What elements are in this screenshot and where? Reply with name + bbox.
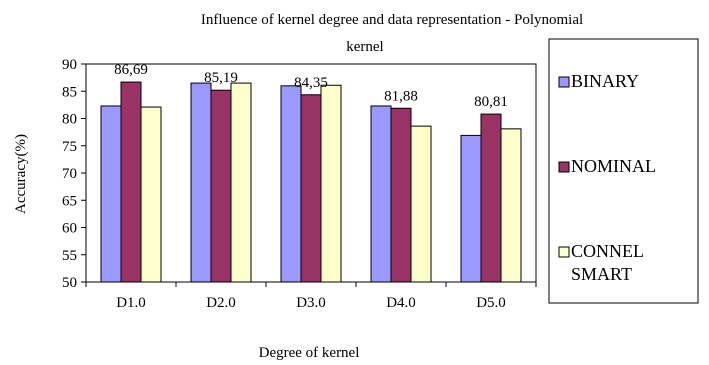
x-tick-label: D2.0 [206, 295, 236, 311]
bar [320, 84, 342, 283]
x-tick-label: D1.0 [116, 295, 146, 311]
bar [300, 94, 322, 283]
data-label: 81,88 [384, 88, 418, 104]
bar [230, 82, 252, 283]
bar [120, 81, 142, 283]
data-label: 85,19 [204, 70, 238, 86]
chart-title-line-2: kernel [346, 39, 383, 55]
x-tick-label: D3.0 [296, 295, 326, 311]
y-tick-label: 60 [62, 221, 77, 237]
data-label: 80,81 [474, 94, 508, 110]
bar [500, 128, 522, 283]
bar [210, 89, 232, 283]
bar [280, 85, 302, 283]
bar [480, 113, 502, 283]
y-tick-label: 50 [62, 275, 77, 291]
legend-label: CONNEL [571, 241, 644, 261]
y-tick-label: 70 [62, 166, 77, 182]
bar [190, 82, 212, 283]
bar [460, 134, 482, 283]
chart-title-line-1: Influence of kernel degree and data repr… [201, 12, 583, 28]
y-tick-label: 75 [62, 139, 77, 155]
x-axis-label: Degree of kernel [259, 345, 360, 361]
legend-swatch [558, 246, 570, 258]
x-tick-label: D4.0 [386, 295, 416, 311]
data-label: 84,35 [294, 75, 328, 91]
bar [410, 125, 432, 283]
legend-swatch [558, 161, 570, 173]
bar [100, 105, 122, 283]
plot-area: 50 55 60 65 70 75 80 85 90 D1.0 D2.0 D3.0 D4.0 D5.0 86… [62, 57, 537, 311]
bar [390, 107, 412, 283]
x-tick-label: D5.0 [476, 295, 506, 311]
legend-label: SMART [571, 264, 632, 284]
legend-label: BINARY [571, 71, 639, 91]
y-tick-label: 90 [62, 57, 77, 73]
legend-swatch [558, 76, 570, 88]
y-tick-label: 55 [62, 248, 77, 264]
y-tick-label: 65 [62, 193, 77, 209]
legend-frame [548, 38, 699, 304]
y-tick-label: 85 [62, 84, 77, 100]
bar [370, 105, 392, 283]
legend: BINARY NOMINAL CONNEL SMART [548, 38, 699, 304]
data-label: 86,69 [114, 62, 148, 78]
bar [140, 106, 162, 283]
legend-label: NOMINAL [571, 156, 656, 176]
y-axis-label: Accuracy(%) [13, 134, 29, 214]
y-tick-label: 80 [62, 112, 77, 128]
